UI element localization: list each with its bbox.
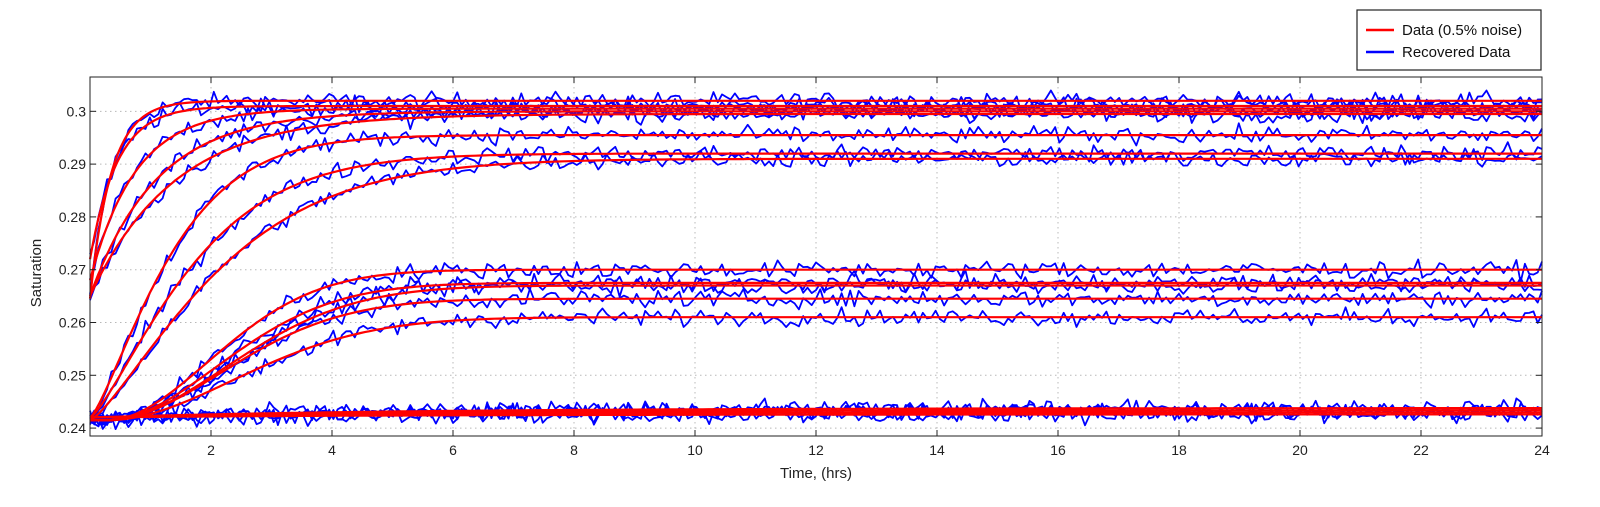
- recovered-data-line: [89, 89, 1543, 295]
- plot-area: [90, 77, 1542, 436]
- recovered-data-line: [89, 122, 1543, 420]
- data-series: [88, 89, 1543, 430]
- y-tick-label: 0.29: [59, 156, 86, 172]
- x-tick-label: 4: [328, 442, 336, 458]
- y-tick-label: 0.24: [59, 420, 86, 436]
- data-line: [90, 316, 1542, 422]
- x-tick-label: 12: [808, 442, 824, 458]
- data-line: [89, 110, 1542, 297]
- x-tick-label: 2: [207, 442, 215, 458]
- y-tick-labels: 0.24 0.25 0.26 0.27 0.28 0.29 0.3: [59, 103, 86, 436]
- data-line: [88, 99, 1542, 299]
- x-tick-label: 22: [1413, 442, 1429, 458]
- y-tick-label: 0.28: [59, 209, 86, 225]
- data-line: [90, 281, 1542, 422]
- data-line: [89, 112, 1542, 297]
- x-tick-label: 20: [1292, 442, 1308, 458]
- data-line: [88, 104, 1542, 260]
- x-tick-label: 18: [1171, 442, 1187, 458]
- data-line: [90, 413, 1542, 419]
- data-line: [90, 297, 1542, 422]
- data-line: [89, 152, 1542, 419]
- legend: Data (0.5% noise) Recovered Data: [1356, 9, 1542, 71]
- data-line: [89, 134, 1542, 419]
- x-tick-label: 8: [570, 442, 578, 458]
- recovered-data-line: [89, 274, 1543, 430]
- y-tick-label: 0.27: [59, 262, 86, 278]
- y-tick-label: 0.3: [67, 103, 87, 119]
- y-tick-label: 0.26: [59, 314, 86, 330]
- legend-label-recovered: Recovered Data: [1402, 44, 1511, 61]
- x-tick-label: 16: [1050, 442, 1066, 458]
- x-tick-labels: 2 4 6 8 10 12 14 16 18 20 22 24: [207, 442, 1550, 458]
- data-line: [89, 157, 1542, 422]
- x-tick-label: 24: [1534, 442, 1550, 458]
- x-tick-label: 10: [687, 442, 703, 458]
- y-axis-label: Saturation: [28, 239, 45, 307]
- x-axis-label: Time, (hrs): [780, 465, 852, 482]
- tick-marks: [90, 77, 1543, 436]
- data-line: [90, 268, 1542, 422]
- x-tick-label: 6: [449, 442, 457, 458]
- x-tick-label: 14: [929, 442, 945, 458]
- legend-label-data: Data (0.5% noise): [1402, 22, 1522, 39]
- legend-box: [1356, 9, 1542, 71]
- data-line: [88, 107, 1542, 281]
- y-tick-label: 0.25: [59, 367, 86, 383]
